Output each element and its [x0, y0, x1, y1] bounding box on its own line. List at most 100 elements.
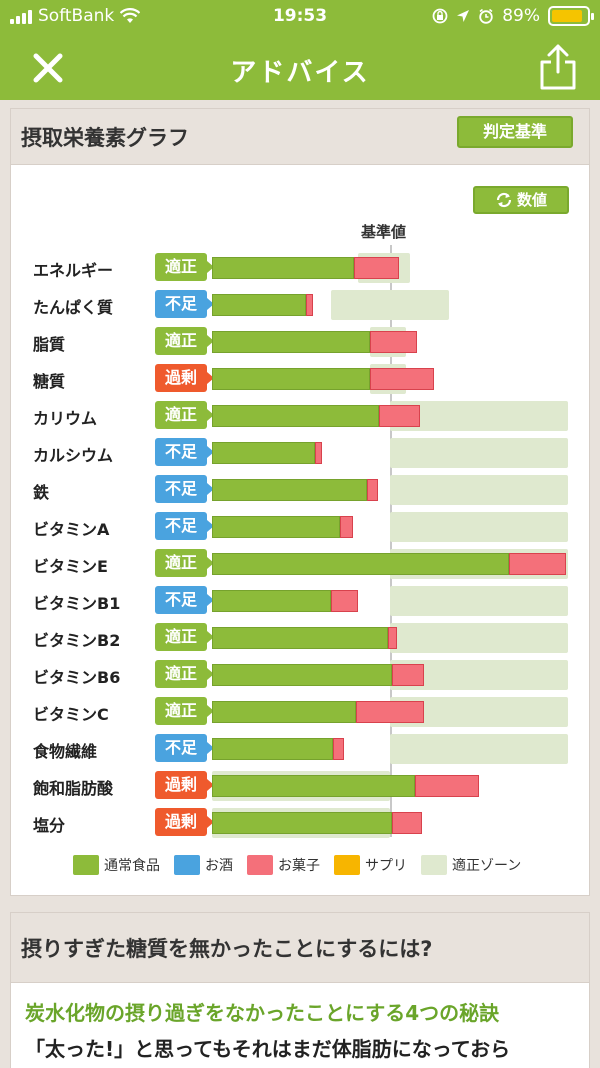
article-link[interactable]: 炭水化物の摂り過ぎをなかったことにする4つの秘訣 [25, 1001, 500, 1025]
nutrient-graph-header: 摂取栄養素グラフ 判定基準 [11, 109, 589, 165]
bar-segment-snack [366, 479, 378, 501]
bar-segment-snack [354, 257, 399, 279]
appropriate-zone [331, 290, 449, 320]
alarm-icon [479, 8, 493, 24]
legend-label: 通常食品 [104, 858, 160, 874]
status-right: 89% [432, 6, 594, 26]
bar-segment-food [212, 812, 392, 834]
nutrient-name: たんぱく質 [33, 298, 114, 317]
share-icon [540, 44, 576, 90]
bar-segment-snack [370, 368, 435, 390]
nutrient-row: たんぱく質 不足 [11, 286, 591, 323]
bar-segment-snack [388, 627, 398, 649]
wifi-icon [120, 8, 141, 23]
judgment-badge: 適正 [155, 253, 214, 281]
bar-segment-food [212, 738, 334, 760]
bar-segment-snack [340, 516, 353, 538]
judgment-badge: 適正 [155, 327, 214, 355]
nutrient-name: 鉄 [33, 483, 50, 502]
battery-percent: 89% [502, 6, 540, 26]
nutrient-name: 脂質 [33, 335, 66, 354]
location-icon [457, 10, 470, 22]
nutrient-row: ビタミンC 適正 [11, 693, 591, 730]
bar-segment-snack [333, 738, 344, 760]
article-header: 摂りすぎた糖質を無かったことにするには? [11, 913, 589, 983]
judgment-badge: 不足 [155, 438, 214, 466]
judgment-badge: 適正 [155, 660, 214, 688]
nutrient-row: ビタミンB1 不足 [11, 582, 591, 619]
rotation-lock-icon [432, 8, 448, 24]
nutrient-graph-card: 摂取栄養素グラフ 判定基準 数値 基準値 エネルギー 適正 たんぱく質 不足 脂質 適正糖… [10, 108, 590, 896]
nutrient-name: 飽和脂肪酸 [33, 779, 114, 798]
nutrient-row: 飽和脂肪酸 過剰 [11, 767, 591, 804]
refresh-icon [496, 192, 512, 208]
appropriate-zone [390, 586, 568, 616]
nutrient-name: ビタミンE [33, 557, 108, 576]
appropriate-zone [390, 475, 568, 505]
share-button[interactable] [536, 42, 580, 92]
judgment-badge: 適正 [155, 401, 214, 429]
bar-segment-food [212, 331, 371, 353]
judgment-badge: 過剰 [155, 771, 214, 799]
legend-swatch [334, 855, 360, 875]
chart-legend: 通常食品 お酒 お菓子 サプリ 適正ゾーン [73, 855, 521, 875]
carrier-info: SoftBank [10, 6, 141, 26]
judgment-badge: 適正 [155, 623, 214, 651]
nutrient-row: 脂質 適正 [11, 323, 591, 360]
judgment-badge: 過剰 [155, 364, 214, 392]
bar-segment-snack [370, 331, 417, 353]
nutrient-name: 食物繊維 [33, 742, 98, 761]
nutrient-name: 塩分 [33, 816, 66, 835]
legend-swatch [174, 855, 200, 875]
nutrient-chart: 基準値 エネルギー 適正 たんぱく質 不足 脂質 適正 糖質 過剰 カリウム 適正 カルシウム 不足鉄… [11, 109, 591, 897]
bar-segment-food [212, 627, 389, 649]
status-bar: SoftBank 19:53 89% [0, 0, 600, 36]
bar-segment-snack [306, 294, 314, 316]
nav-bar: アドバイス [0, 36, 600, 100]
bar-segment-food [212, 368, 371, 390]
nutrient-row: 塩分 過剰 [11, 804, 591, 841]
appropriate-zone [390, 438, 568, 468]
article-title: 摂りすぎた糖質を無かったことにするには? [21, 937, 433, 961]
nutrient-name: 糖質 [33, 372, 66, 391]
nutrient-name: カリウム [33, 409, 98, 428]
judgment-badge: 不足 [155, 512, 214, 540]
nutrient-name: ビタミンB1 [33, 594, 121, 613]
bar-segment-food [212, 516, 341, 538]
legend-swatch [73, 855, 99, 875]
nutrient-row: 食物繊維 不足 [11, 730, 591, 767]
nutrient-name: カルシウム [33, 446, 114, 465]
nutrient-row: カルシウム 不足 [11, 434, 591, 471]
nutrient-name: ビタミンB2 [33, 631, 121, 650]
criteria-button[interactable]: 判定基準 [457, 116, 573, 148]
judgment-badge: 不足 [155, 586, 214, 614]
bar-segment-snack [391, 812, 423, 834]
nutrient-name: ビタミンB6 [33, 668, 121, 687]
bar-segment-food [212, 479, 367, 501]
judgment-badge: 適正 [155, 549, 214, 577]
bar-segment-food [212, 701, 357, 723]
bar-segment-snack [379, 405, 421, 427]
bar-segment-food [212, 405, 380, 427]
appropriate-zone [390, 512, 568, 542]
values-toggle-button[interactable]: 数値 [473, 186, 569, 214]
article-text: 「太った!」と思ってもそれはまだ体脂肪になっておら [25, 1037, 511, 1061]
page-title: アドバイス [230, 58, 370, 88]
nutrient-row: 糖質 過剰 [11, 360, 591, 397]
judgment-badge: 不足 [155, 734, 214, 762]
bar-segment-food [212, 442, 316, 464]
legend-label: お菓子 [278, 858, 320, 874]
bar-segment-snack [391, 664, 424, 686]
close-icon [33, 53, 63, 83]
legend-item: お菓子 [247, 855, 320, 875]
close-button[interactable] [26, 46, 70, 90]
bar-segment-snack [315, 442, 323, 464]
nutrient-row: 鉄 不足 [11, 471, 591, 508]
bar-segment-food [212, 553, 510, 575]
bar-segment-food [212, 590, 332, 612]
appropriate-zone [390, 734, 568, 764]
judgment-badge: 不足 [155, 290, 214, 318]
legend-item: サプリ [334, 855, 407, 875]
battery-icon [548, 6, 594, 26]
legend-item: 通常食品 [73, 855, 160, 875]
